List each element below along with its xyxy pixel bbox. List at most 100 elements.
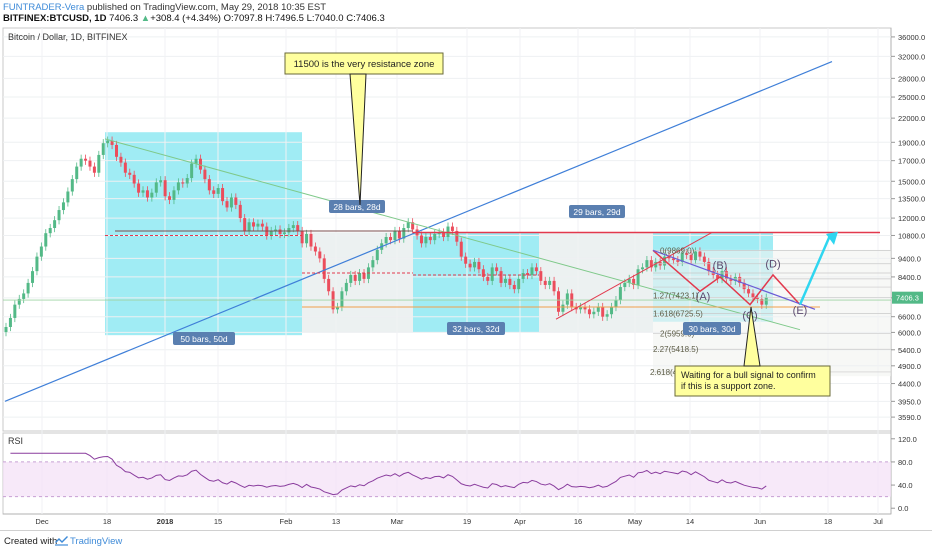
candle-body: [512, 284, 516, 290]
candle-body: [172, 190, 176, 200]
range-badge-32: 32 bars, 32d: [452, 324, 500, 334]
wave-channel-line: [652, 249, 816, 310]
candle-body: [724, 271, 728, 279]
rising-wedge-line: [555, 232, 713, 320]
candle-body: [384, 237, 388, 244]
range-badge-50: 50 bars, 50d: [180, 334, 228, 344]
price-tick-label: 12000.0: [898, 214, 925, 223]
candle-body: [48, 228, 52, 234]
candle-body: [742, 282, 746, 290]
candle-body: [406, 222, 410, 229]
candle-body: [698, 251, 702, 257]
candle-body: [61, 202, 65, 211]
candle-body: [358, 273, 362, 281]
candle-body: [305, 233, 309, 244]
candle-body: [751, 293, 755, 298]
candle-body: [207, 179, 211, 191]
candle-body: [168, 196, 172, 200]
candle-body: [154, 182, 158, 193]
candle-body: [269, 230, 273, 236]
chart-header: FUNTRADER-Vera published on TradingView.…: [0, 0, 932, 26]
range-badge-32-bg: [447, 322, 505, 335]
candle-body: [8, 317, 12, 327]
green-trendline: [104, 138, 801, 331]
candle-body: [623, 282, 627, 288]
candle-body: [539, 271, 543, 281]
candle-body: [17, 298, 21, 305]
rsi-tick-label: 0.0: [898, 504, 908, 513]
candle-body: [4, 326, 8, 333]
candle-body: [464, 256, 468, 264]
candle-body: [676, 260, 680, 262]
footer: Created with TradingView: [0, 530, 932, 551]
candle-body: [203, 169, 207, 180]
price-change: +308.4 (+4.34%): [150, 13, 221, 24]
candle-body: [477, 261, 481, 270]
candle-body: [119, 156, 123, 163]
fib-level-label: 0(9869.0): [660, 246, 695, 255]
candle-body: [291, 225, 295, 229]
candle-body: [526, 273, 530, 275]
candle-body: [411, 222, 415, 230]
candle-body: [256, 223, 260, 227]
candle-body: [243, 218, 247, 231]
fib-level-label: 1.618(6725.5): [653, 310, 703, 319]
created-with-text: Created with: [4, 536, 58, 547]
publish-info: published on TradingView.com, May 29, 20…: [84, 2, 326, 13]
candle-body: [344, 282, 348, 292]
time-tick-label: 14: [686, 517, 694, 526]
candle-body: [694, 251, 698, 261]
support-callout-pointer: [743, 306, 761, 367]
candle-body: [318, 251, 322, 259]
rsi-line: [10, 452, 767, 496]
wave-zigzag: [652, 249, 801, 306]
candle-body: [397, 230, 401, 239]
candle-body: [760, 298, 764, 305]
candle-body: [645, 260, 649, 268]
publisher-link[interactable]: FUNTRADER-Vera: [3, 2, 85, 13]
price-tick-label: 4400.0: [898, 380, 921, 389]
candle-body: [22, 293, 26, 299]
range-box-shaded: [539, 232, 653, 333]
time-tick-label: Feb: [280, 517, 293, 526]
candle-body: [327, 278, 331, 292]
candle-body: [685, 253, 689, 255]
candle-body: [57, 210, 61, 221]
candle-body: [313, 246, 317, 252]
chart-canvas[interactable]: (A)(B)(C)(D)(E)0(9869.0)1.27(7423.1)1.61…: [0, 0, 932, 530]
price-tick-label: 19000.0: [898, 138, 925, 147]
candle-body: [481, 269, 485, 277]
candle-body: [39, 246, 43, 257]
candle-body: [579, 306, 583, 310]
candle-body: [349, 274, 353, 283]
candle-body: [296, 225, 300, 231]
candle-body: [309, 233, 313, 247]
candle-body: [636, 269, 640, 285]
range-badge-50-bg: [173, 332, 235, 345]
range-badge-28-bg: [329, 200, 385, 213]
candle-body: [278, 229, 282, 234]
candle-body: [587, 309, 591, 315]
candle-body: [424, 237, 428, 244]
candle-body: [362, 273, 366, 279]
time-tick-label: Apr: [514, 517, 526, 526]
wave-label: (B): [713, 260, 728, 272]
candle-body: [150, 192, 154, 198]
candle-body: [322, 258, 326, 279]
candle-body: [747, 289, 751, 294]
open-value: 7097.8: [233, 13, 263, 24]
price-tick-label: 15000.0: [898, 177, 925, 186]
low-value: 7040.0: [314, 13, 344, 24]
symbol-line: BITFINEX:BTCUSD, 1D 7406.3 ▲+308.4 (+4.3…: [3, 13, 385, 24]
range-badge-30-bg: [683, 322, 741, 335]
time-tick-label: 16: [574, 517, 582, 526]
candle-body: [755, 297, 759, 299]
candle-body: [225, 201, 229, 208]
price-tick-label: 3590.0: [898, 413, 921, 422]
tradingview-brand-link[interactable]: TradingView: [70, 536, 123, 547]
candle-body: [530, 267, 534, 275]
candle-body: [181, 182, 185, 184]
candle-body: [618, 287, 622, 301]
resistance-callout-pointer: [349, 73, 367, 206]
candle-body: [450, 226, 454, 231]
